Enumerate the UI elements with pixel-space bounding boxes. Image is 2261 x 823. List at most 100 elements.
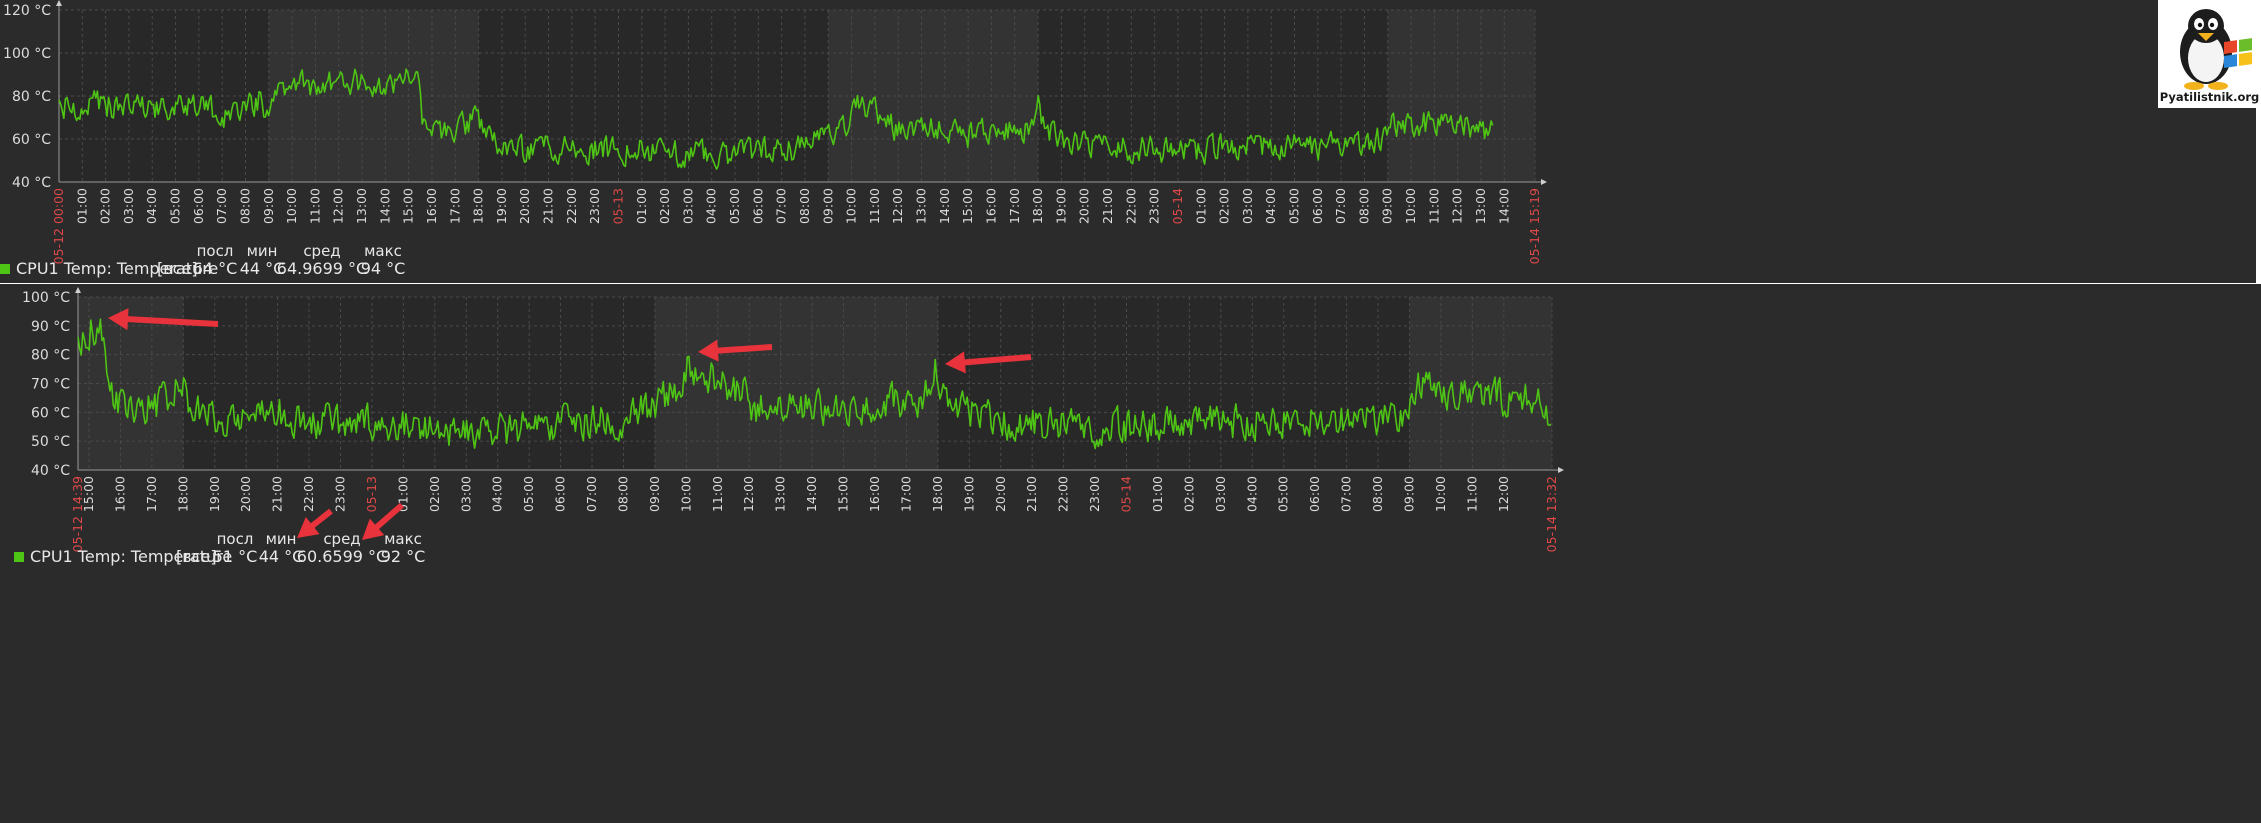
bottom-graph-panel: 40 °C 50 °C 60 °C 70 °C 80 °C 90 °C 100 °C 05-1… bbox=[0, 284, 2261, 823]
legend-header-max: макс bbox=[384, 530, 422, 548]
site-logo[interactable]: Pyatilistnik.org bbox=[2158, 0, 2261, 108]
x-tick-label: 05:00 bbox=[1276, 476, 1291, 512]
x-tick-label: 16:00 bbox=[112, 476, 127, 512]
x-tick-label: 12:00 bbox=[741, 476, 756, 512]
y-tick-label: 80 °C bbox=[12, 89, 51, 105]
x-tick-label: 15:00 bbox=[960, 188, 975, 224]
x-tick-label: 13:00 bbox=[914, 188, 929, 224]
y-axis-arrow-icon bbox=[56, 0, 62, 6]
x-tick-label: 01:00 bbox=[1150, 476, 1165, 512]
x-tick-label: 17:00 bbox=[144, 476, 159, 512]
x-tick-label: 16:00 bbox=[867, 476, 882, 512]
x-tick-label: 07:00 bbox=[1333, 188, 1348, 224]
x-tick-label: 08:00 bbox=[237, 188, 252, 224]
y-tick-label: 80 °C bbox=[31, 348, 70, 364]
x-tick-label: 14:00 bbox=[804, 476, 819, 512]
legend-range-label: [все] bbox=[176, 547, 217, 566]
x-tick-label: 08:00 bbox=[615, 476, 630, 512]
legend-value-last: 64 °C bbox=[193, 259, 238, 278]
x-tick-label: 12:00 bbox=[1496, 476, 1511, 512]
x-tick-label: 03:00 bbox=[121, 188, 136, 224]
legend-range-label: [все] bbox=[157, 259, 198, 278]
x-tick-label: 08:00 bbox=[797, 188, 812, 224]
x-tick-label: 11:00 bbox=[710, 476, 725, 512]
x-tick-label: 05-14 bbox=[1119, 476, 1134, 512]
work-hours-band bbox=[78, 297, 184, 470]
legend-value-min: 44 °C bbox=[240, 259, 285, 278]
x-tick-label: 10:00 bbox=[844, 188, 859, 224]
x-tick-label: 09:00 bbox=[1380, 188, 1395, 224]
x-tick-label: 01:00 bbox=[395, 476, 410, 512]
x-tick-label: 11:00 bbox=[307, 188, 322, 224]
x-tick-label: 15:00 bbox=[401, 188, 416, 224]
series-line-cpu1-temp bbox=[77, 318, 1552, 450]
x-tick-label: 16:00 bbox=[983, 188, 998, 224]
x-tick-label: 08:00 bbox=[1356, 188, 1371, 224]
bottom-temperature-chart: 40 °C 50 °C 60 °C 70 °C 80 °C 90 °C 100 °C 05-1… bbox=[14, 287, 1564, 566]
x-tick-label: 22:00 bbox=[564, 188, 579, 224]
x-tick-label: 09:00 bbox=[647, 476, 662, 512]
legend-header-min: мин bbox=[266, 530, 297, 548]
x-tick-label: 05-12 00:00 bbox=[51, 188, 66, 264]
x-tick-label: 01:00 bbox=[1193, 188, 1208, 224]
x-tick-label: 01:00 bbox=[634, 188, 649, 224]
x-tick-label: 18:00 bbox=[471, 188, 486, 224]
x-tick-label: 04:00 bbox=[490, 476, 505, 512]
x-tick-label: 14:00 bbox=[1496, 188, 1511, 224]
x-tick-label: 02:00 bbox=[1217, 188, 1232, 224]
x-axis-arrow-icon bbox=[1541, 179, 1547, 185]
x-tick-label: 23:00 bbox=[587, 188, 602, 224]
legend-header-last: посл bbox=[197, 242, 234, 260]
x-tick-label: 23:00 bbox=[333, 476, 348, 512]
x-tick-label: 16:00 bbox=[424, 188, 439, 224]
legend-header-avg: сред bbox=[303, 242, 340, 260]
annotation-arrow-icon bbox=[362, 502, 404, 540]
legend-value-avg: 60.6599 °C bbox=[297, 547, 387, 566]
x-tick-label: 07:00 bbox=[214, 188, 229, 224]
x-tick-label: 05-13 bbox=[364, 476, 379, 512]
legend-value-max: 92 °C bbox=[381, 547, 426, 566]
x-tick-label: 02:00 bbox=[427, 476, 442, 512]
x-tick-label: 20:00 bbox=[517, 188, 532, 224]
x-tick-label: 19:00 bbox=[207, 476, 222, 512]
top-temperature-chart: 40 °C 60 °C 80 °C 100 °C 120 °C 05-12 00:00 01… bbox=[0, 0, 1547, 278]
legend-swatch bbox=[0, 264, 10, 274]
y-tick-label: 40 °C bbox=[31, 463, 70, 479]
x-tick-label: 13:00 bbox=[354, 188, 369, 224]
x-tick-label: 21:00 bbox=[270, 476, 285, 512]
x-tick-label: 02:00 bbox=[1181, 476, 1196, 512]
x-tick-label: 06:00 bbox=[750, 188, 765, 224]
x-tick-label: 05:00 bbox=[1287, 188, 1302, 224]
x-tick-label: 11:00 bbox=[1426, 188, 1441, 224]
x-tick-label: 18:00 bbox=[930, 476, 945, 512]
x-tick-label: 05-13 bbox=[610, 188, 625, 224]
x-tick-label: 06:00 bbox=[553, 476, 568, 512]
y-tick-label: 60 °C bbox=[31, 405, 70, 421]
x-tick-label: 05-14 bbox=[1170, 188, 1185, 224]
y-tick-label: 90 °C bbox=[31, 319, 70, 335]
x-tick-label: 11:00 bbox=[1464, 476, 1479, 512]
legend-value-min: 44 °C bbox=[259, 547, 304, 566]
x-tick-label: 20:00 bbox=[1077, 188, 1092, 224]
x-tick-label: 04:00 bbox=[704, 188, 719, 224]
legend-swatch bbox=[14, 552, 24, 562]
x-tick-label: 15:00 bbox=[81, 476, 96, 512]
x-tick-label: 18:00 bbox=[175, 476, 190, 512]
legend-value-max: 94 °C bbox=[361, 259, 406, 278]
x-tick-label: 02:00 bbox=[657, 188, 672, 224]
x-tick-label: 10:00 bbox=[678, 476, 693, 512]
legend-value-avg: 64.9699 °C bbox=[277, 259, 367, 278]
x-tick-label: 01:00 bbox=[74, 188, 89, 224]
y-axis-arrow-icon bbox=[75, 287, 81, 293]
legend-header-last: посл bbox=[217, 530, 254, 548]
x-tick-label: 07:00 bbox=[1339, 476, 1354, 512]
x-tick-label: 10:00 bbox=[1433, 476, 1448, 512]
x-tick-label: 06:00 bbox=[1307, 476, 1322, 512]
x-tick-label: 07:00 bbox=[774, 188, 789, 224]
x-tick-label: 11:00 bbox=[867, 188, 882, 224]
x-tick-label: 05:00 bbox=[521, 476, 536, 512]
legend-series-name: CPU1 Temp: Temperature bbox=[16, 259, 218, 278]
x-tick-label: 04:00 bbox=[1244, 476, 1259, 512]
x-tick-label: 05:00 bbox=[168, 188, 183, 224]
y-tick-label: 60 °C bbox=[12, 132, 51, 148]
